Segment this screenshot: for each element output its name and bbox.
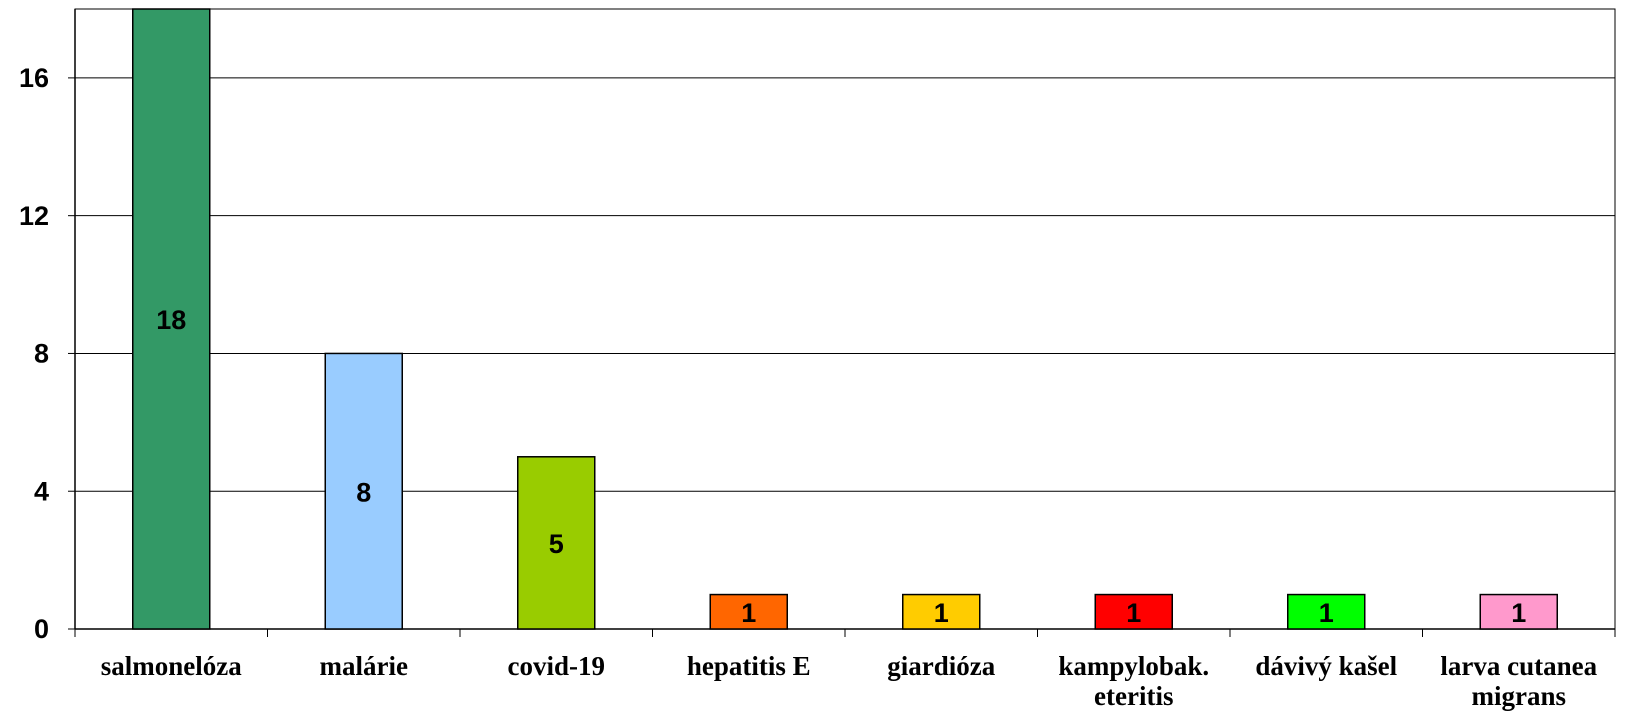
y-tick-label: 0	[34, 614, 49, 644]
bar	[1287, 593, 1366, 630]
x-tick-label: giardióza	[887, 651, 996, 681]
bar	[1479, 593, 1558, 630]
value-label: 8	[356, 477, 371, 507]
value-label: 1	[1126, 598, 1141, 628]
bar	[709, 593, 788, 630]
x-tick-label: kampylobak. eteritis	[1058, 651, 1210, 711]
y-tick-label: 16	[19, 63, 49, 93]
value-label: 1	[934, 598, 949, 628]
y-tick-label: 12	[19, 201, 49, 231]
bar	[132, 8, 211, 630]
bar	[324, 352, 403, 630]
x-tick-label: larva cutanea migrans	[1440, 651, 1598, 711]
bar	[517, 456, 596, 630]
x-tick-label: salmonelóza	[100, 651, 242, 681]
x-tick-label: covid-19	[507, 651, 606, 681]
value-label: 1	[1319, 598, 1334, 628]
value-label: 5	[549, 529, 564, 559]
value-label: 18	[156, 305, 186, 335]
bar	[902, 593, 981, 630]
value-label: 1	[1511, 598, 1526, 628]
y-tick-label: 8	[34, 339, 49, 369]
y-tick-label: 4	[34, 476, 49, 506]
x-tick-label: dávivý kašel	[1255, 651, 1398, 681]
bar	[1094, 593, 1173, 630]
x-tick-label: malárie	[319, 651, 408, 681]
x-tick-label: hepatitis E	[686, 651, 811, 681]
value-label: 1	[741, 598, 756, 628]
plot-frame	[74, 8, 1616, 630]
